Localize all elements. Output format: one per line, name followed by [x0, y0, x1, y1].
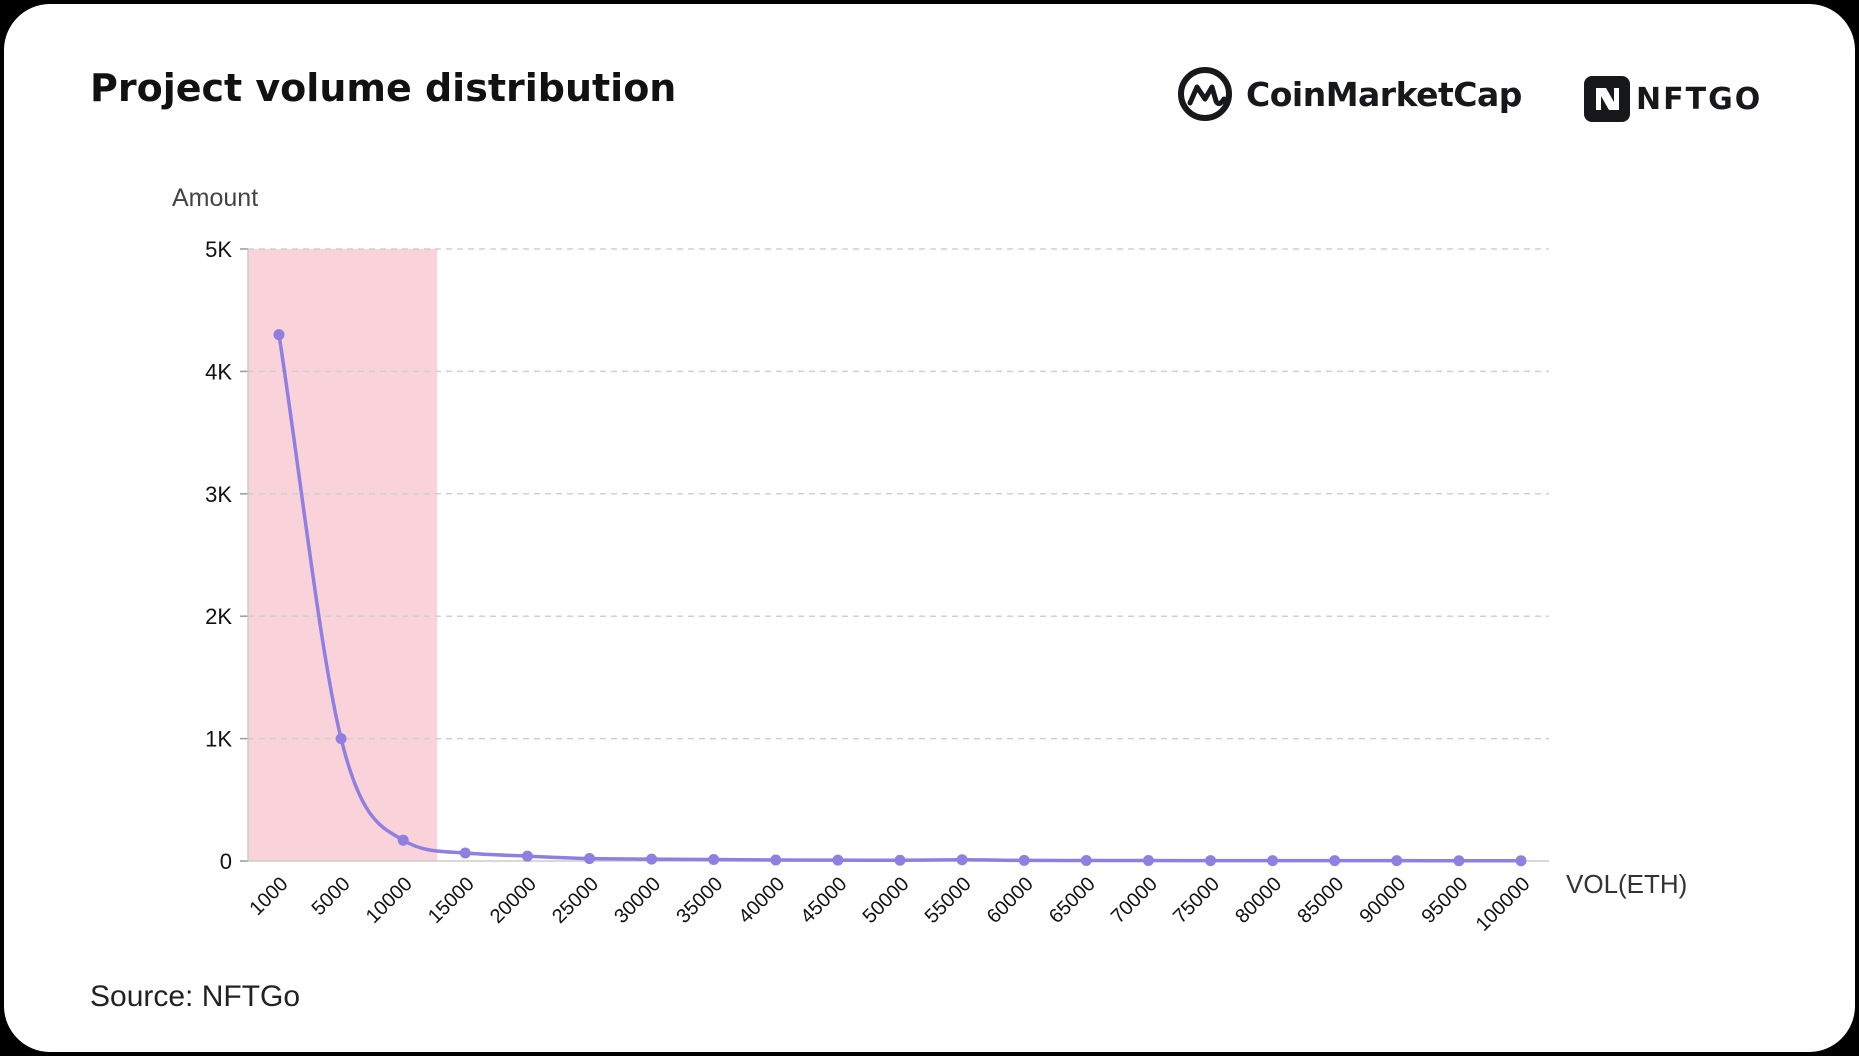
highlight-band	[248, 249, 438, 861]
x-tick-label: 100000	[1472, 873, 1535, 936]
data-point	[397, 834, 409, 846]
x-tick-label: 75000	[1169, 873, 1224, 928]
data-point	[1080, 855, 1092, 867]
source-note: Source: NFTGo	[90, 980, 301, 1013]
coinmarketcap-icon	[1178, 67, 1232, 121]
data-point	[708, 854, 720, 866]
y-tick-label: 3K	[205, 482, 232, 507]
coinmarketcap-logo: CoinMarketCap	[1176, 62, 1522, 126]
y-axis-title: Amount	[172, 184, 258, 212]
data-point	[1453, 855, 1465, 867]
x-tick-label: 35000	[672, 873, 727, 928]
data-point	[770, 854, 782, 866]
x-tick-label: 85000	[1293, 873, 1348, 928]
x-tick-label: 30000	[610, 873, 665, 928]
x-axis-title: VOL(ETH)	[1566, 869, 1687, 899]
x-tick-label: 65000	[1045, 873, 1100, 928]
x-tick-label: 95000	[1418, 873, 1473, 928]
nftgo-logo: NFTGO	[1584, 76, 1762, 122]
nftgo-icon	[1584, 76, 1630, 122]
y-tick-label: 2K	[205, 604, 232, 629]
data-point	[1142, 855, 1154, 867]
data-point	[521, 850, 533, 862]
y-tick-label: 4K	[205, 359, 232, 384]
coinmarketcap-wordmark: CoinMarketCap	[1246, 74, 1522, 114]
x-tick-label: 45000	[797, 873, 852, 928]
page-title: Project volume distribution	[90, 66, 677, 110]
x-tick-label: 50000	[859, 873, 914, 928]
nftgo-wordmark: NFTGO	[1636, 81, 1763, 117]
data-point	[1515, 855, 1527, 867]
x-tick-label: 20000	[486, 873, 541, 928]
x-tick-label: 70000	[1107, 873, 1162, 928]
data-point	[646, 853, 658, 865]
x-tick-label: 60000	[983, 873, 1038, 928]
data-point	[459, 847, 471, 859]
data-point	[1205, 855, 1216, 867]
data-point	[1018, 854, 1030, 866]
data-point	[584, 853, 595, 865]
y-tick-label: 1K	[205, 727, 232, 752]
y-tick-label: 0	[220, 849, 232, 874]
data-point	[894, 854, 906, 866]
data-point	[956, 854, 968, 866]
y-tick-label: 5K	[205, 237, 232, 262]
data-point	[832, 854, 844, 866]
data-point	[1391, 855, 1403, 867]
x-tick-label: 5000	[308, 873, 355, 920]
data-point	[335, 733, 347, 745]
chart-card: Project volume distribution CoinMarketCa…	[4, 4, 1855, 1052]
data-point	[273, 329, 285, 341]
series-line	[277, 334, 1521, 863]
data-point	[1329, 855, 1341, 867]
x-tick-label: 15000	[424, 873, 479, 928]
line-chart: 0 1K 2K 3K 4K 5K Amount VOL(ETH) 1000 5000 10000 15…	[172, 184, 1687, 936]
x-tick-label: 80000	[1231, 873, 1286, 928]
x-tick-label: 40000	[734, 873, 789, 928]
x-tick-label: 55000	[921, 873, 976, 928]
x-tick-label: 1000	[246, 873, 293, 920]
x-tick-label: 25000	[548, 873, 603, 928]
x-tick-label: 90000	[1355, 873, 1410, 928]
data-point	[1267, 855, 1279, 867]
x-tick-label: 10000	[362, 873, 417, 928]
